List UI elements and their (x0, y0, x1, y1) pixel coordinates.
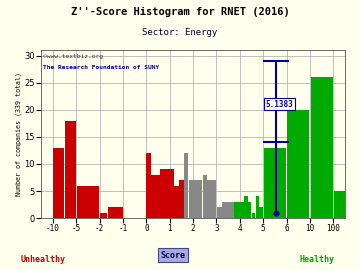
Bar (264, 148, 286, 218)
Bar (252, 213, 255, 218)
Text: Sector: Energy: Sector: Energy (142, 28, 218, 37)
Bar (240, 202, 244, 218)
Text: The Research Foundation of SUNY: The Research Foundation of SUNY (44, 65, 160, 70)
Bar (170, 169, 174, 218)
Bar (189, 180, 193, 218)
Bar (334, 191, 356, 218)
Text: Z''-Score Histogram for RNET (2016): Z''-Score Histogram for RNET (2016) (71, 7, 289, 17)
Bar (217, 207, 222, 218)
Y-axis label: Number of companies (339 total): Number of companies (339 total) (15, 72, 22, 196)
Bar (222, 202, 228, 218)
Bar (198, 180, 202, 218)
Bar (65, 121, 76, 218)
Text: ©www.textbiz.org: ©www.textbiz.org (44, 55, 103, 59)
Text: Unhealthy: Unhealthy (21, 255, 66, 264)
Text: Score: Score (160, 251, 185, 260)
Text: Healthy: Healthy (299, 255, 334, 264)
Bar (53, 148, 64, 218)
Bar (156, 175, 160, 218)
Bar (256, 197, 259, 218)
Bar (161, 169, 165, 218)
Bar (228, 202, 234, 218)
Bar (248, 202, 251, 218)
Bar (77, 185, 99, 218)
Bar (100, 213, 107, 218)
Bar (108, 207, 115, 218)
Bar (260, 207, 263, 218)
Bar (193, 180, 198, 218)
Bar (234, 202, 240, 218)
Bar (147, 153, 151, 218)
Bar (212, 180, 216, 218)
Bar (244, 197, 248, 218)
Bar (311, 77, 333, 218)
Bar (115, 207, 123, 218)
Bar (165, 169, 170, 218)
Bar (207, 180, 212, 218)
Bar (175, 185, 179, 218)
Bar (184, 153, 188, 218)
Bar (151, 175, 156, 218)
Text: 5.1383: 5.1383 (266, 100, 293, 109)
Bar (179, 180, 184, 218)
Bar (287, 110, 309, 218)
Bar (203, 175, 207, 218)
